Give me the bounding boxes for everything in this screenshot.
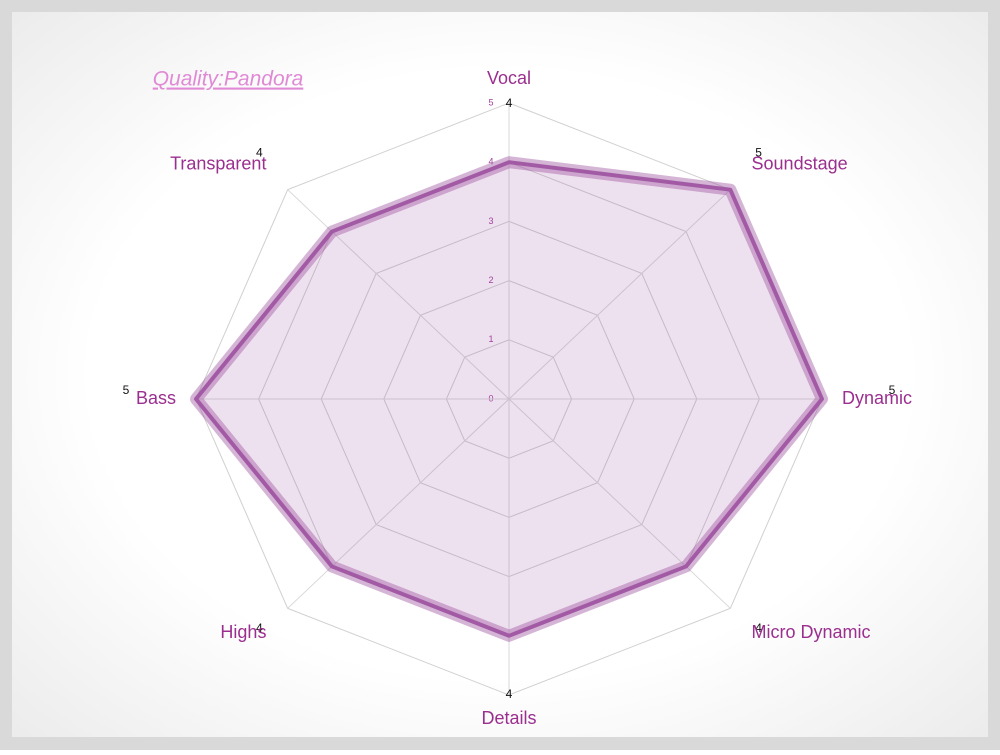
r-tick-label: 4 (488, 157, 493, 167)
value-label: 4 (506, 687, 513, 701)
value-label: 5 (889, 383, 896, 397)
r-tick-label: 3 (488, 216, 493, 226)
spoke (508, 398, 731, 609)
series-line (194, 160, 824, 638)
category-label: Bass (136, 388, 176, 408)
category-label: Transparent (170, 154, 266, 174)
category-label: Vocal (487, 68, 531, 88)
category-label: Details (481, 708, 536, 728)
value-label: 5 (123, 383, 130, 397)
spoke (508, 189, 731, 400)
r-tick-label: 1 (488, 334, 493, 344)
category-label: Highs (220, 622, 266, 642)
spoke (287, 189, 510, 400)
category-label: Soundstage (752, 154, 848, 174)
spoke (287, 398, 510, 609)
value-label: 5 (755, 146, 762, 160)
r-tick-label: 5 (488, 97, 493, 107)
value-label: 4 (506, 96, 513, 110)
plot-area: 0 1 2 3 4 5 4 5 5 4 4 4 5 4 Vocal Soundstage Dynamic Micr… (123, 68, 912, 728)
value-label: 4 (256, 146, 263, 160)
value-label: 4 (755, 621, 762, 635)
page (12, 12, 988, 737)
category-label: Micro Dynamic (752, 622, 871, 642)
r-tick-label: 2 (488, 275, 493, 285)
category-label: Dynamic (842, 388, 912, 408)
r-tick-label: 0 (488, 393, 493, 403)
chart-title: Quality:Pandora (153, 68, 304, 91)
value-label: 4 (256, 621, 263, 635)
